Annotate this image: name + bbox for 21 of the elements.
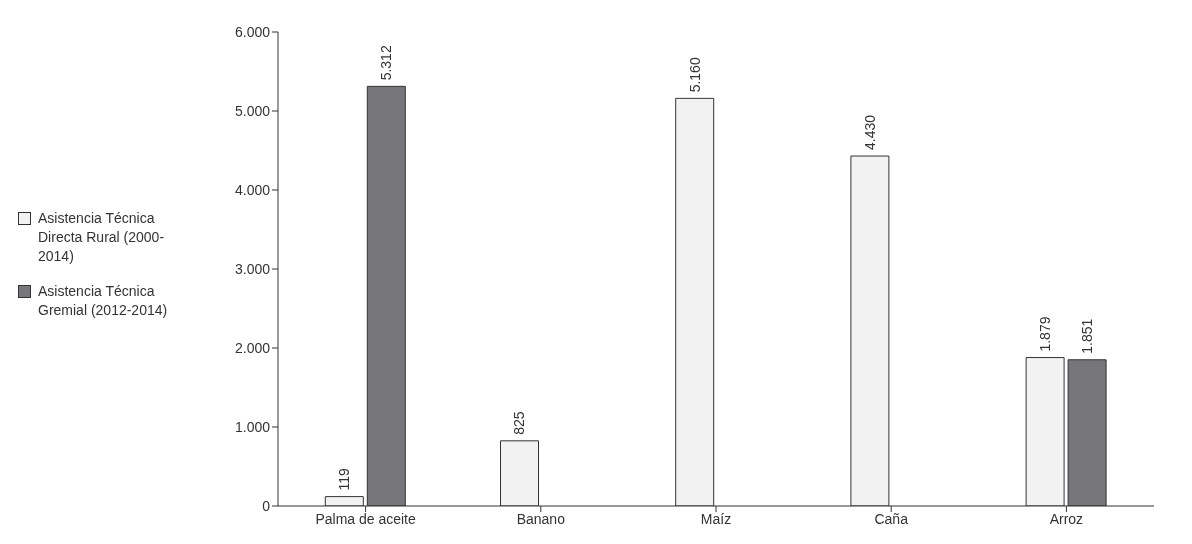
legend-label: Asistencia Técnica Gremial (2012-2014) [38,281,168,320]
y-tick-label: 4.000 [234,181,271,198]
y-tick-label: 1.000 [234,418,271,435]
x-tick-label: Palma de aceite [315,510,416,527]
data-label: 1.851 [1079,318,1095,354]
x-tick-label: Arroz [1049,510,1084,527]
data-label: 119 [336,468,353,491]
y-tick-label: 5.000 [234,102,271,119]
data-label: 4.430 [861,114,878,151]
data-label: 825 [511,411,528,435]
legend-label: Asistencia Técnica Directa Rural (2000-2014) [38,208,166,266]
x-tick-label: Caña [874,510,909,527]
x-tick-label: Banano [516,510,566,527]
data-label: 5.312 [378,45,395,81]
y-tick-label: 0 [262,497,271,514]
y-tick-label: 3.000 [234,260,271,277]
y-tick-label: 6.000 [234,23,271,40]
x-tick-label: Maíz [700,510,732,527]
data-label: 1.879 [1037,316,1053,352]
data-label: 5.160 [686,57,703,93]
y-tick-label: 2.000 [234,339,271,356]
